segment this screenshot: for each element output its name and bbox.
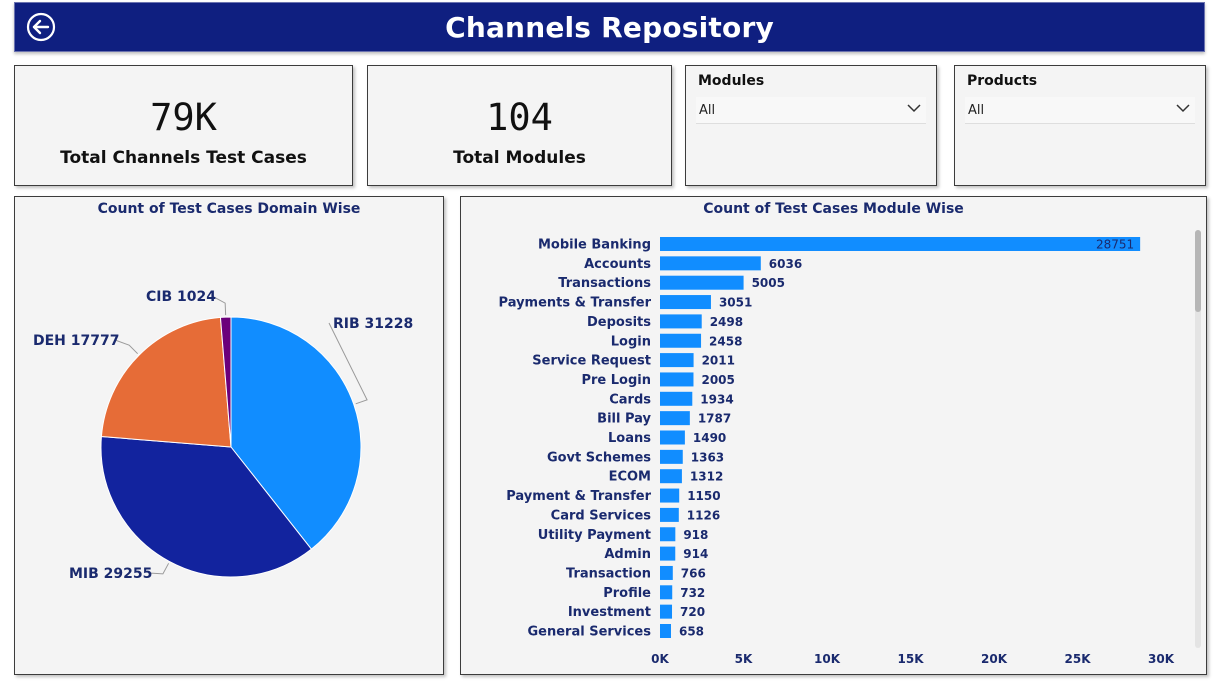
slicer-title: Modules <box>698 73 765 89</box>
domain-pie-chart-card: Count of Test Cases Domain Wise RIB 3122… <box>14 196 444 675</box>
chart-title: Count of Test Cases Module Wise <box>703 201 964 217</box>
kpi-card-total-modules: 104 Total Modules <box>367 65 672 186</box>
kpi-card-total-test-cases: 79K Total Channels Test Cases <box>14 65 353 186</box>
dropdown-selected-value: All <box>968 103 985 118</box>
back-arrow-icon <box>26 12 56 42</box>
kpi-label: Total Modules <box>453 148 586 168</box>
page-title: Channels Repository <box>445 11 774 44</box>
bar-chart-scrollbar-track[interactable] <box>1195 230 1201 648</box>
pie-slice-rib[interactable] <box>230 316 362 550</box>
pie-leader-line <box>328 322 368 405</box>
pie-leader-line <box>148 563 170 575</box>
dropdown-selected-value: All <box>699 103 716 118</box>
module-bar-chart-card: Count of Test Cases Module Wise <box>460 196 1207 675</box>
pie-leader-line <box>211 295 227 316</box>
pie-data-label-mib: MIB 29255 <box>69 566 152 582</box>
header-banner: Channels Repository <box>14 2 1205 52</box>
products-slicer: Products All <box>954 65 1206 186</box>
domain-pie-chart: RIB 31228 MIB 29255 DEH 17777 CIB 1024 <box>33 289 413 582</box>
pie-slice-mib[interactable] <box>100 435 313 578</box>
kpi-label: Total Channels Test Cases <box>60 148 307 168</box>
modules-dropdown[interactable]: All <box>696 97 926 124</box>
kpi-value: 104 <box>486 96 553 139</box>
pie-data-label-cib: CIB 1024 <box>146 289 216 305</box>
chevron-down-icon <box>1176 104 1190 113</box>
pie-data-label-deh: DEH 17777 <box>33 333 119 349</box>
kpi-value: 79K <box>150 96 217 139</box>
chevron-down-icon <box>907 104 921 113</box>
pie-data-label-rib: RIB 31228 <box>333 316 413 332</box>
back-button[interactable] <box>26 12 56 42</box>
pie-slice-cib[interactable] <box>219 316 232 448</box>
products-dropdown[interactable]: All <box>965 97 1195 124</box>
pie-leader-line <box>114 339 139 355</box>
chart-title: Count of Test Cases Domain Wise <box>97 201 361 217</box>
modules-slicer: Modules All <box>685 65 937 186</box>
pie-slice-deh[interactable] <box>100 316 232 448</box>
slicer-title: Products <box>967 73 1038 89</box>
bar-chart-scrollbar-thumb[interactable] <box>1195 230 1201 312</box>
